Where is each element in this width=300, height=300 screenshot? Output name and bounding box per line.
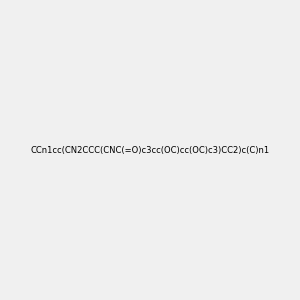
Text: CCn1cc(CN2CCC(CNC(=O)c3cc(OC)cc(OC)c3)CC2)c(C)n1: CCn1cc(CN2CCC(CNC(=O)c3cc(OC)cc(OC)c3)CC… [30, 146, 270, 154]
